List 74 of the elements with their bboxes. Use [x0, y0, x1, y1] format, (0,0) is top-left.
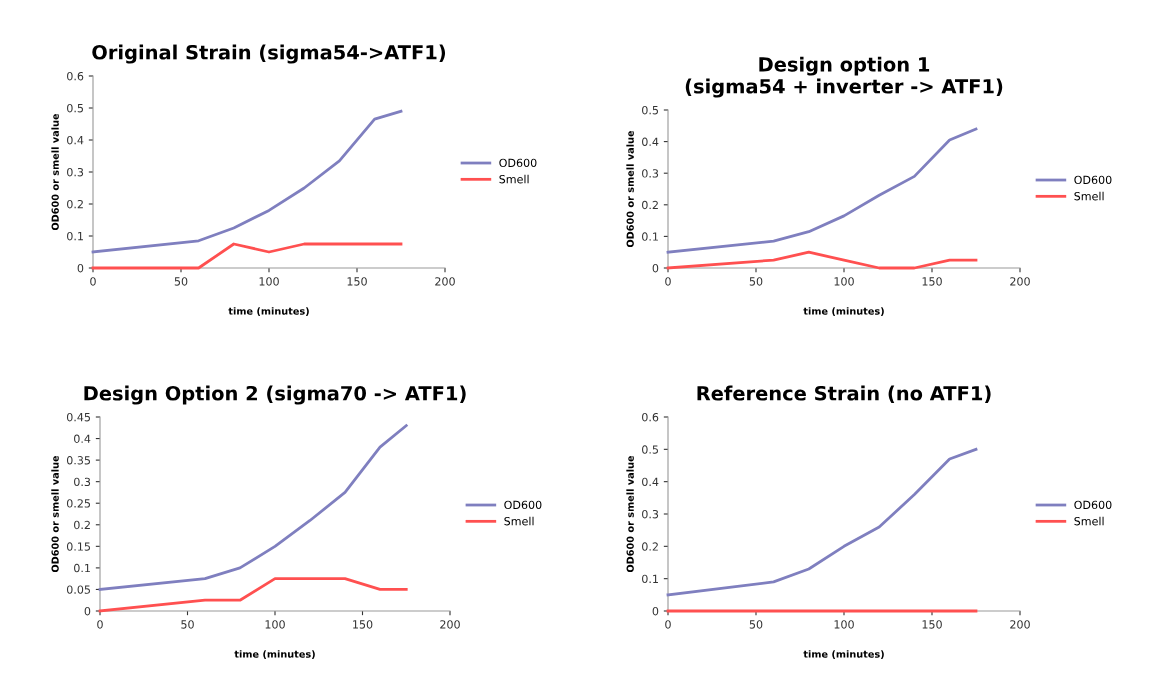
line-series	[98, 424, 408, 591]
legend-label: Smell	[1074, 516, 1104, 526]
y-axis-title: OD600 or smell value	[626, 130, 634, 248]
x-tick-label: 100	[265, 620, 285, 629]
x-tick-label: 150	[922, 277, 942, 286]
y-tick-label: 0	[652, 263, 659, 273]
y-tick-label: 0.5	[67, 103, 83, 113]
x-tick-label: 200	[1010, 277, 1030, 286]
legend-label: OD600	[499, 158, 537, 168]
x-axis-title: time (minutes)	[234, 650, 315, 659]
chart-title: Design Option 2 (sigma70 -> ATF1)	[84, 385, 466, 405]
x-tick-label: 150	[922, 620, 942, 629]
y-tick-label: 0.3	[642, 509, 659, 519]
y-tick-label: 0.1	[74, 563, 90, 573]
y-tick-label: 0.4	[67, 135, 84, 145]
x-tick-label: 200	[440, 620, 460, 629]
y-tick-label: 0.2	[67, 199, 83, 209]
y-tick-label: 0.5	[642, 445, 658, 454]
x-tick-label: 150	[353, 620, 373, 629]
x-tick-label: 100	[834, 277, 854, 286]
y-tick-label: 0.6	[67, 71, 84, 81]
y-axis-title: OD600 or smell value	[626, 455, 634, 573]
chart-title: Design option 1 (sigma54 + inverter -> ATF1)	[685, 56, 1003, 98]
x-axis-title: time (minutes)	[228, 307, 309, 316]
y-tick-label: 0.35	[66, 456, 90, 465]
x-tick-label: 0	[97, 620, 103, 629]
y-tick-label: 0.2	[642, 542, 658, 551]
y-tick-label: 0	[77, 263, 84, 273]
x-tick-label: 150	[347, 277, 367, 286]
y-tick-label: 0	[652, 606, 659, 616]
y-tick-label: 0	[84, 606, 91, 616]
legend-label: OD600	[1074, 500, 1112, 510]
legend-label: Smell	[504, 516, 534, 526]
y-axis-title: OD600 or smell value	[51, 113, 59, 231]
y-tick-label: 0.4	[642, 477, 659, 487]
y-tick-label: 0.15	[66, 542, 90, 551]
y-tick-label: 0.1	[642, 232, 658, 241]
y-tick-label: 0.05	[66, 585, 90, 594]
chart-title: Original Strain (sigma54->ATF1)	[92, 44, 446, 64]
legend-label: Smell	[1074, 191, 1104, 201]
x-tick-label: 200	[435, 277, 455, 286]
x-tick-label: 50	[749, 277, 763, 286]
legend-label: OD600	[1074, 175, 1112, 185]
y-tick-label: 0.5	[642, 105, 658, 115]
y-tick-label: 0.4	[74, 434, 91, 443]
y-tick-label: 0.25	[66, 499, 90, 508]
y-tick-label: 0.3	[642, 169, 659, 178]
legend-label: OD600	[504, 500, 542, 510]
y-tick-label: 0.4	[642, 137, 659, 146]
x-tick-label: 100	[834, 620, 854, 629]
y-tick-label: 0.6	[642, 412, 659, 422]
y-tick-label: 0.45	[66, 412, 90, 422]
x-tick-label: 50	[749, 620, 763, 629]
y-tick-label: 0.3	[67, 167, 84, 177]
x-tick-label: 0	[665, 277, 671, 286]
x-tick-label: 100	[259, 277, 279, 286]
chart-title: Reference Strain (no ATF1)	[697, 385, 991, 403]
y-tick-label: 0.2	[642, 200, 658, 210]
y-tick-label: 0.1	[67, 231, 83, 241]
x-tick-label: 50	[174, 277, 188, 286]
line-series	[91, 109, 403, 254]
y-tick-label: 0.1	[642, 574, 658, 584]
line-series	[666, 127, 978, 254]
x-axis-title: time (minutes)	[803, 650, 884, 659]
x-tick-label: 50	[181, 620, 194, 629]
x-axis-title: time (minutes)	[803, 307, 884, 316]
x-tick-label: 200	[1010, 620, 1030, 629]
y-axis-title: OD600 or smell value	[51, 455, 59, 573]
y-tick-label: 0.3	[74, 477, 91, 487]
line-series	[98, 577, 408, 613]
y-tick-label: 0.2	[74, 520, 90, 530]
legend-label: Smell	[499, 174, 529, 184]
line-series	[666, 447, 978, 597]
x-tick-label: 0	[665, 620, 671, 629]
